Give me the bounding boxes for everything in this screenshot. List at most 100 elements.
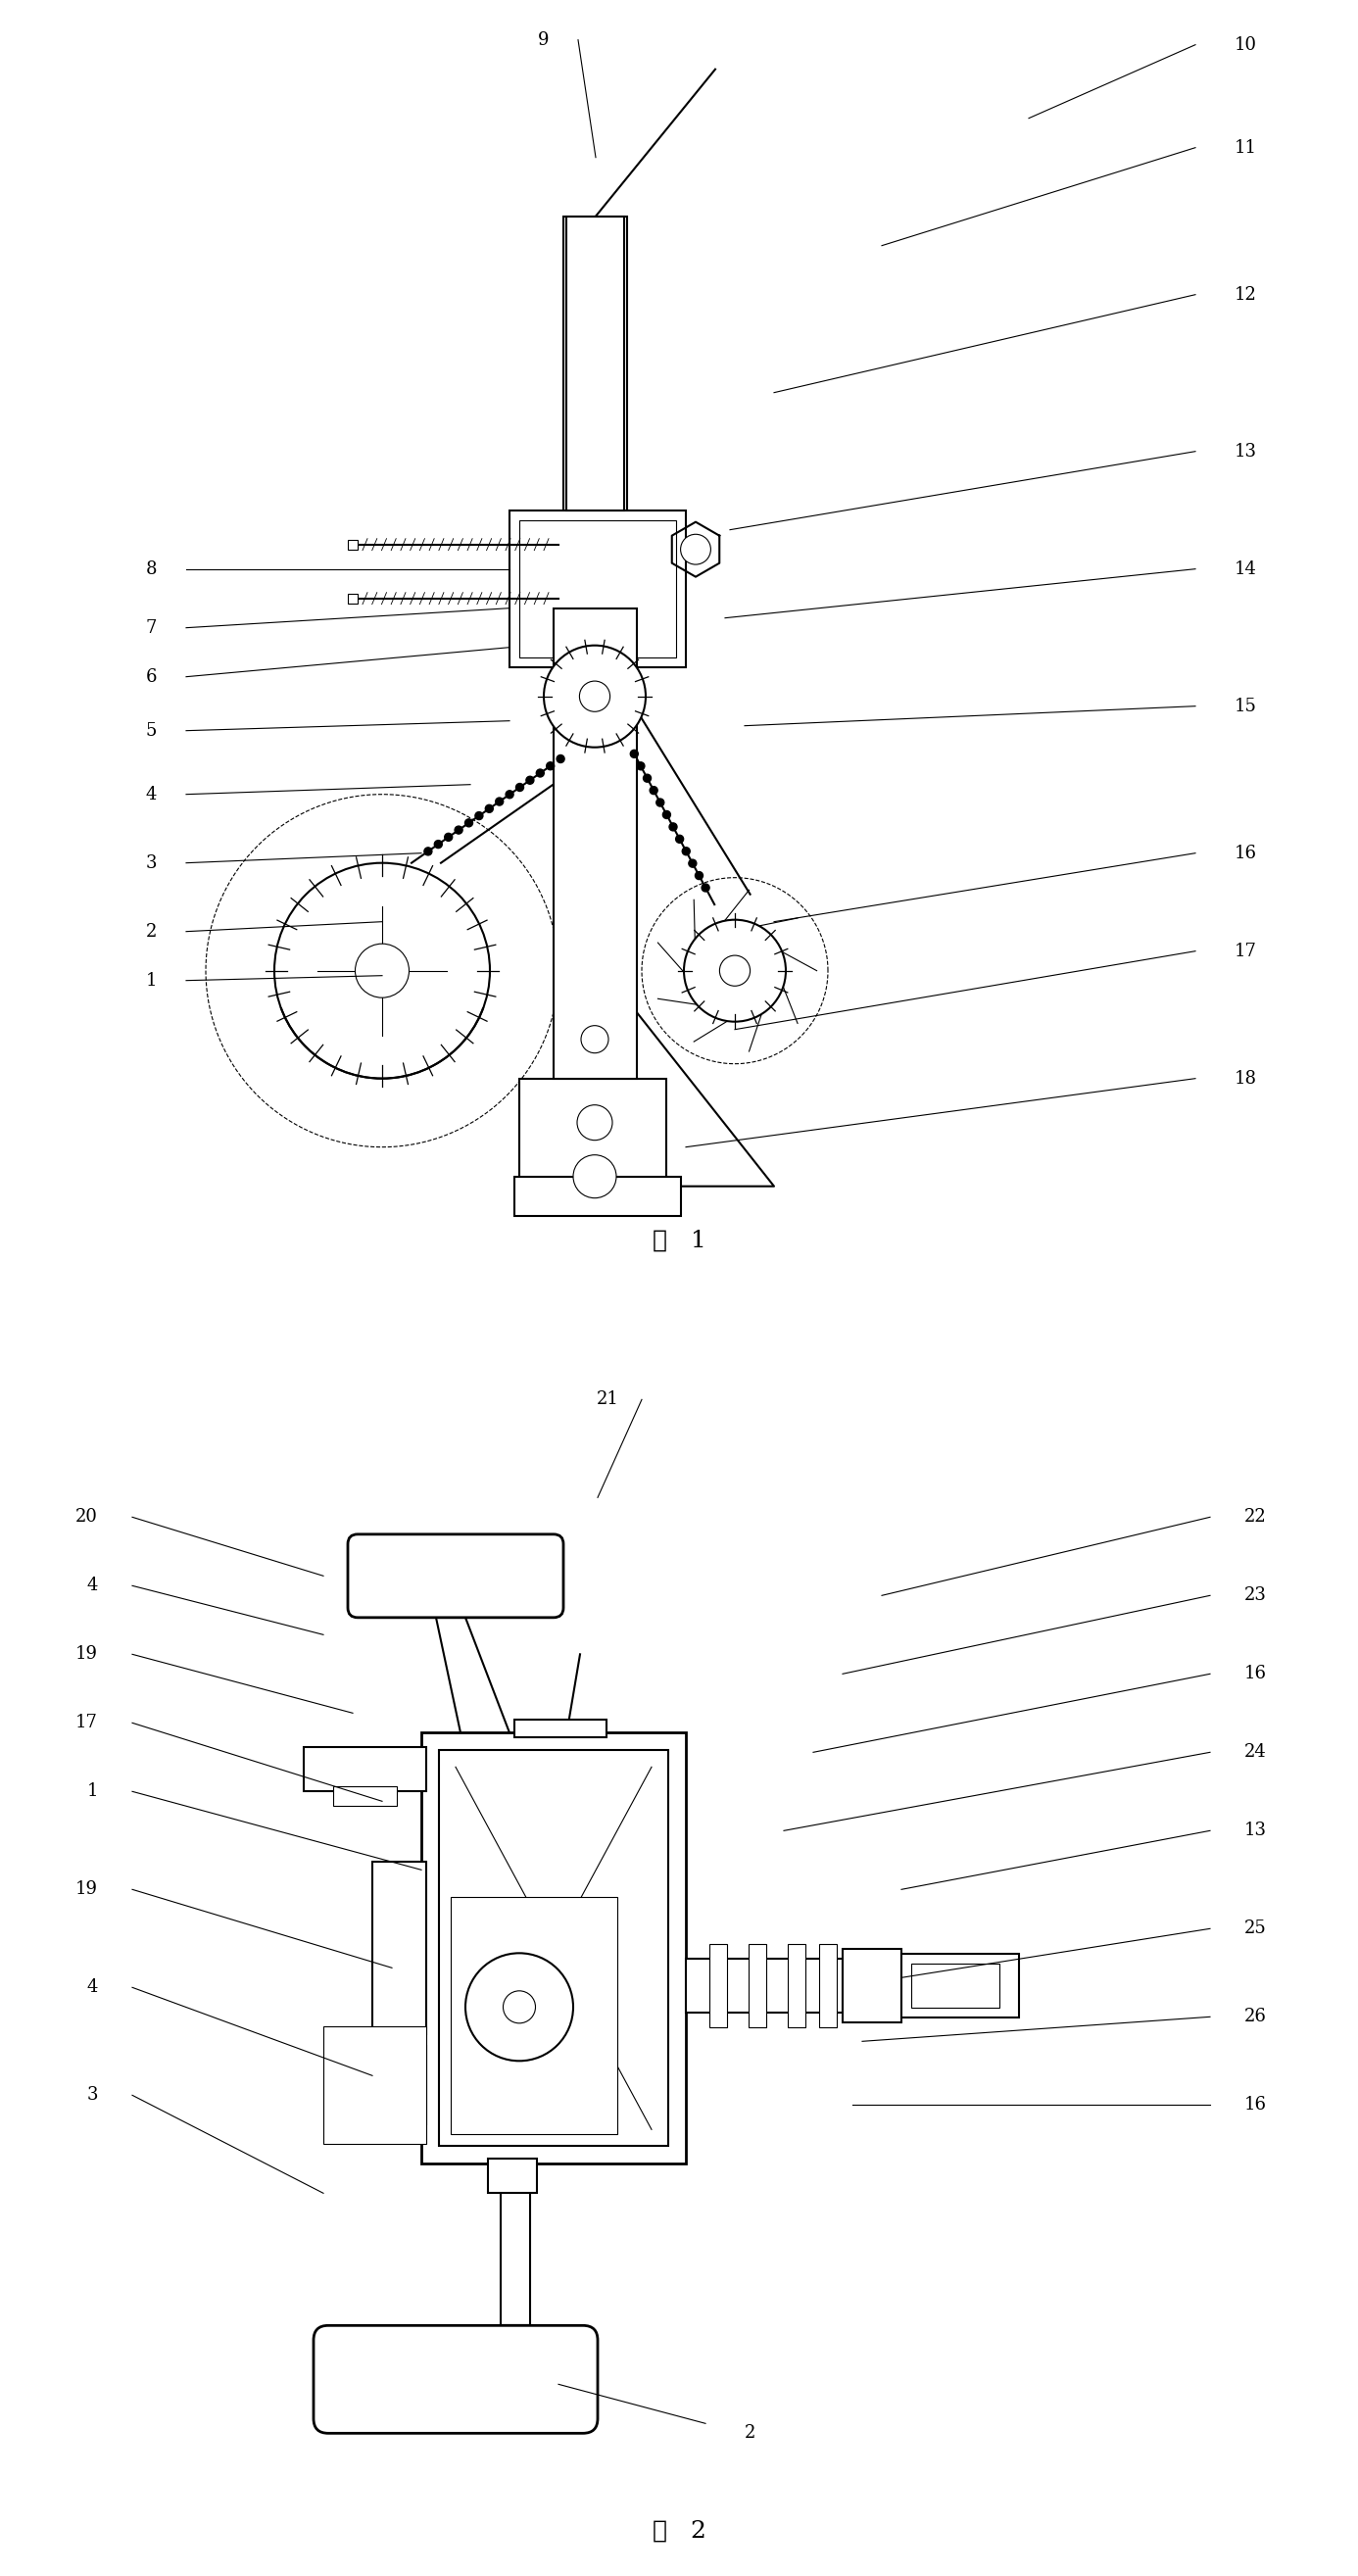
Bar [348, 538, 357, 549]
Text: 17: 17 [1234, 943, 1258, 961]
Text: 15: 15 [1234, 698, 1258, 716]
Circle shape [485, 804, 493, 811]
Circle shape [580, 680, 610, 711]
Bar [509, 510, 686, 667]
Bar [488, 2159, 536, 2192]
Bar [421, 1734, 686, 2164]
Bar [748, 1945, 766, 2027]
Text: 8: 8 [145, 559, 156, 577]
Circle shape [577, 1105, 612, 1141]
Bar [344, 2045, 426, 2125]
Circle shape [455, 827, 463, 835]
Circle shape [435, 840, 443, 848]
Text: 17: 17 [76, 1713, 98, 1731]
Circle shape [496, 799, 504, 806]
Circle shape [466, 1953, 573, 2061]
Text: 21: 21 [596, 1391, 619, 1409]
Text: 6: 6 [145, 667, 156, 685]
FancyBboxPatch shape [348, 1535, 564, 1618]
Bar [333, 1788, 397, 1806]
Text: 4: 4 [145, 786, 156, 804]
Text: 4: 4 [87, 1978, 98, 1996]
Bar [709, 1945, 727, 2027]
Circle shape [680, 533, 710, 564]
Bar [519, 1079, 667, 1188]
Text: 14: 14 [1234, 559, 1258, 577]
Text: 2: 2 [744, 2424, 756, 2442]
Text: 图   2: 图 2 [652, 2519, 706, 2543]
Circle shape [669, 822, 678, 832]
Text: 24: 24 [1244, 1744, 1267, 1762]
Bar [323, 2027, 426, 2143]
Text: 4: 4 [87, 1577, 98, 1595]
Text: 22: 22 [1244, 1510, 1267, 1525]
Bar [451, 1899, 618, 2136]
Text: 16: 16 [1244, 2097, 1267, 2115]
Bar [686, 1958, 842, 2012]
Text: 3: 3 [87, 2087, 98, 2105]
Circle shape [557, 755, 565, 762]
Text: 23: 23 [1244, 1587, 1267, 1605]
Bar [788, 1945, 805, 2027]
Circle shape [546, 762, 554, 770]
Circle shape [644, 775, 650, 783]
Text: 5: 5 [145, 721, 156, 739]
Text: 1: 1 [145, 971, 156, 989]
Circle shape [475, 811, 483, 819]
Text: 图   1: 图 1 [652, 1229, 706, 1252]
Text: 12: 12 [1234, 286, 1258, 304]
Text: 25: 25 [1244, 1919, 1267, 1937]
Circle shape [689, 860, 697, 868]
Bar [819, 1945, 837, 2027]
Bar [515, 1177, 680, 1216]
Circle shape [581, 1025, 608, 1054]
Circle shape [274, 863, 490, 1079]
Circle shape [526, 775, 534, 783]
Text: 13: 13 [1244, 1821, 1267, 1839]
Text: 26: 26 [1244, 2009, 1267, 2025]
Text: 10: 10 [1234, 36, 1258, 54]
Bar [519, 520, 676, 657]
Bar [842, 1950, 902, 2022]
Circle shape [464, 819, 473, 827]
Bar [513, 1721, 607, 1739]
Circle shape [720, 956, 750, 987]
Text: 18: 18 [1234, 1069, 1258, 1087]
Text: 16: 16 [1244, 1664, 1267, 1682]
Text: 19: 19 [76, 1880, 98, 1899]
Circle shape [676, 835, 683, 842]
FancyBboxPatch shape [314, 2326, 598, 2434]
Circle shape [682, 848, 690, 855]
Text: 3: 3 [145, 855, 156, 871]
Circle shape [516, 783, 524, 791]
Bar [372, 1862, 426, 2035]
Text: 2: 2 [145, 922, 156, 940]
Bar [566, 216, 625, 510]
Circle shape [573, 1154, 617, 1198]
Bar [911, 1963, 999, 2009]
Text: 7: 7 [145, 618, 156, 636]
Circle shape [502, 1991, 535, 2022]
Circle shape [543, 647, 645, 747]
Bar [304, 1747, 426, 1790]
Circle shape [656, 799, 664, 806]
Bar [554, 608, 637, 1079]
Bar [564, 216, 627, 608]
Text: 9: 9 [538, 31, 549, 49]
Text: 19: 19 [76, 1646, 98, 1664]
Circle shape [536, 770, 545, 778]
Text: 20: 20 [76, 1510, 98, 1525]
Circle shape [424, 848, 432, 855]
Text: 16: 16 [1234, 845, 1258, 863]
Circle shape [630, 750, 638, 757]
Text: 11: 11 [1234, 139, 1258, 157]
Circle shape [505, 791, 513, 799]
Text: 1: 1 [87, 1783, 98, 1801]
Bar [348, 592, 357, 603]
Circle shape [684, 920, 786, 1023]
Circle shape [356, 943, 409, 997]
Circle shape [702, 884, 709, 891]
Circle shape [695, 871, 703, 878]
Bar [902, 1955, 1018, 2017]
Bar [439, 1749, 668, 2146]
